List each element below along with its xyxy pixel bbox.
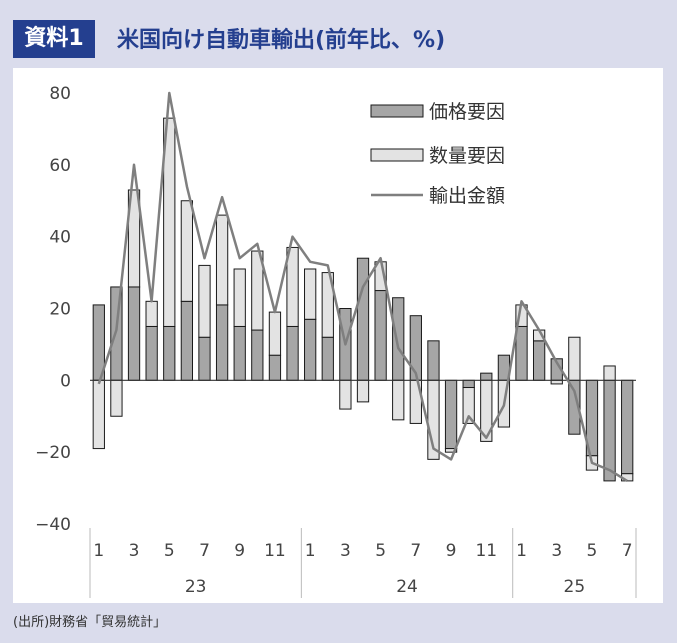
x-tick-label: 5 <box>587 541 598 561</box>
quantity-factor-bar <box>321 272 334 338</box>
legend-label: 数量要因 <box>429 145 505 167</box>
legend-label: 輸出金額 <box>429 185 505 207</box>
year-label: 23 <box>185 577 207 597</box>
x-tick-label: 3 <box>551 541 562 561</box>
figure-badge: 資料1 <box>13 20 95 58</box>
quantity-factor-bar <box>444 448 458 453</box>
price-factor-bar <box>233 325 246 381</box>
price-factor-bar <box>374 290 387 381</box>
quantity-factor-bar <box>603 365 616 381</box>
price-factor-bar <box>145 325 158 381</box>
quantity-factor-bar <box>127 189 141 288</box>
line-series <box>97 91 628 482</box>
x-tick-label: 1 <box>516 541 527 561</box>
legend-swatch-price <box>370 104 424 118</box>
price-factor-bar <box>392 297 405 381</box>
header: 資料1 米国向け自動車輸出(前年比、%) <box>0 0 677 68</box>
quantity-factor-bar <box>286 246 299 327</box>
quantity-factor-bar <box>268 311 282 356</box>
price-factor-bar <box>409 315 422 381</box>
x-tick-label: 3 <box>340 541 351 561</box>
year-label: 24 <box>396 577 418 597</box>
price-factor-bar <box>621 379 634 475</box>
price-factor-bar <box>198 336 211 381</box>
y-tick-label: 40 <box>49 228 71 248</box>
price-factor-bar <box>163 325 176 381</box>
price-factor-bar <box>356 257 370 381</box>
x-tick-label: 1 <box>93 541 104 561</box>
price-factor-bar <box>321 336 334 381</box>
legend-swatch-quantity <box>370 148 424 162</box>
quantity-factor-bar <box>339 379 352 410</box>
x-axis: 1 3 5 7 9 11 1 3 5 7 9 11 1 3 5 723 24 25 <box>89 528 637 598</box>
x-tick-label: 7 <box>410 541 421 561</box>
quantity-factor-bar <box>92 379 105 450</box>
x-tick-label: 5 <box>164 541 175 561</box>
y-tick-label: 60 <box>49 156 71 176</box>
chart-panel: 80 60 40 20 0 −20 −40 1 3 5 7 9 11 1 3 5 7 9 11 1 3 5 7 23 24 25… <box>13 68 663 603</box>
price-factor-bar <box>180 300 194 381</box>
y-axis: 80 60 40 20 0 −20 −40 <box>35 84 71 535</box>
x-tick-label: 9 <box>446 541 457 561</box>
price-factor-bar <box>515 325 528 381</box>
y-tick-label: 20 <box>49 300 71 320</box>
price-factor-bar <box>480 372 493 381</box>
quantity-factor-bar <box>233 268 246 327</box>
year-label: 25 <box>564 577 586 597</box>
y-tick-label: 0 <box>60 371 71 391</box>
x-tick-label: 7 <box>199 541 210 561</box>
x-tick-label: 11 <box>264 541 286 561</box>
quantity-factor-bar <box>251 250 264 331</box>
x-tick-label: 1 <box>305 541 316 561</box>
chart-title: 米国向け自動車輸出(前年比、%) <box>117 28 446 53</box>
price-factor-bar <box>444 379 458 450</box>
price-factor-bar <box>286 325 299 381</box>
x-tick-label: 5 <box>375 541 386 561</box>
quantity-factor-bar <box>568 336 581 381</box>
bars <box>92 117 634 482</box>
price-factor-bar <box>251 329 264 381</box>
quantity-factor-bar <box>392 379 405 421</box>
export-value-line <box>97 91 628 482</box>
x-tick-label: 11 <box>475 541 497 561</box>
quantity-factor-bar <box>356 379 370 403</box>
price-factor-bar <box>268 354 282 381</box>
price-factor-bar <box>532 340 546 381</box>
quantity-factor-bar <box>145 300 158 327</box>
legend-label: 価格要因 <box>429 101 505 123</box>
source-note: (出所)財務省「貿易統計」 <box>13 615 167 630</box>
price-factor-bar <box>427 340 440 381</box>
x-tick-label: 7 <box>622 541 633 561</box>
x-tick-label: 3 <box>129 541 140 561</box>
quantity-factor-bar <box>198 264 211 338</box>
quantity-factor-bar <box>180 200 194 302</box>
price-factor-bar <box>127 286 141 381</box>
y-tick-label: −20 <box>35 443 71 463</box>
quantity-factor-bar <box>304 268 317 320</box>
price-factor-bar <box>215 304 229 381</box>
price-factor-bar <box>304 318 317 381</box>
quantity-factor-bar <box>215 214 229 306</box>
y-tick-label: −40 <box>35 515 71 535</box>
price-factor-bar <box>603 379 616 482</box>
x-tick-label: 9 <box>234 541 245 561</box>
quantity-factor-bar <box>462 387 475 424</box>
y-tick-label: 80 <box>49 84 71 104</box>
quantity-factor-bar <box>110 379 123 417</box>
price-factor-bar <box>462 379 475 389</box>
quantity-factor-bar <box>163 117 176 327</box>
